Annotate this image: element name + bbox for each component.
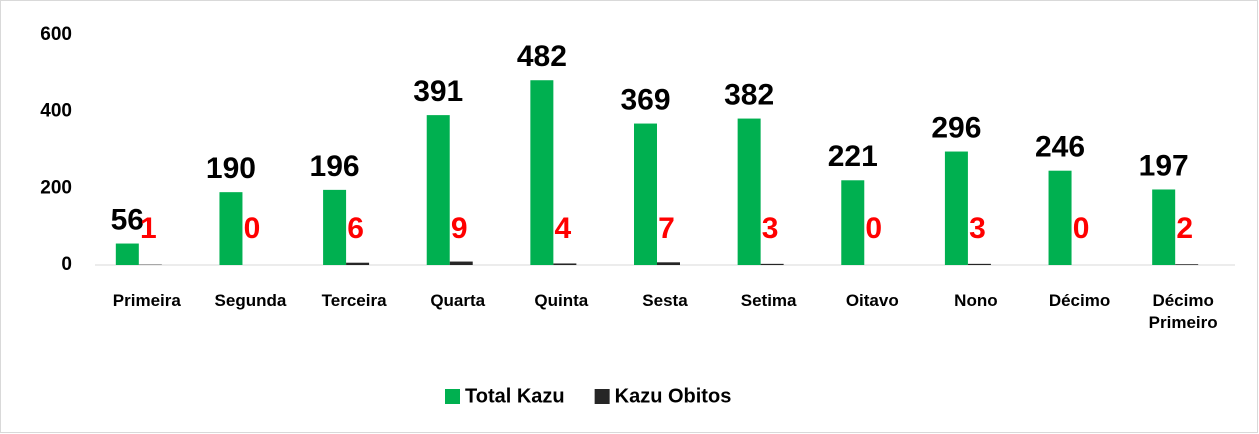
bar bbox=[841, 180, 865, 265]
bar bbox=[657, 262, 680, 265]
bar bbox=[967, 263, 991, 265]
bar bbox=[1048, 170, 1072, 265]
y-tick-label: 200 bbox=[40, 177, 72, 198]
y-tick-label: 400 bbox=[40, 101, 72, 122]
data-label: 3 bbox=[762, 212, 779, 245]
data-label: 2 bbox=[1176, 212, 1193, 245]
legend-label: Kazu Obitos bbox=[615, 385, 732, 407]
y-tick-label: 600 bbox=[40, 24, 72, 45]
bar bbox=[346, 262, 370, 265]
data-label: 9 bbox=[451, 212, 468, 245]
bar bbox=[634, 123, 657, 265]
x-tick-label: Primeira bbox=[112, 291, 181, 310]
bar bbox=[1175, 264, 1199, 265]
bar bbox=[1152, 189, 1176, 265]
x-tick-label: Nono bbox=[954, 291, 998, 310]
bar bbox=[530, 80, 554, 265]
bar bbox=[449, 261, 473, 265]
data-label: 369 bbox=[620, 83, 670, 116]
x-tick-label: Quinta bbox=[534, 291, 589, 310]
bar bbox=[760, 263, 784, 265]
data-label: 7 bbox=[658, 212, 675, 245]
bar bbox=[737, 118, 761, 265]
x-tick-label: Décimo Primeiro bbox=[1148, 291, 1218, 332]
data-label: 56 bbox=[111, 203, 144, 236]
legend-label: Total Kazu bbox=[465, 385, 565, 407]
data-label: 4 bbox=[555, 212, 572, 245]
bar bbox=[426, 115, 450, 265]
legend-swatch bbox=[594, 389, 610, 404]
x-tick-label: Oitavo bbox=[845, 291, 899, 310]
data-label: 482 bbox=[517, 40, 567, 73]
legend-swatch bbox=[445, 389, 460, 404]
data-label: 190 bbox=[206, 152, 256, 185]
data-label: 1 bbox=[140, 212, 157, 245]
data-label: 382 bbox=[724, 78, 774, 111]
bar bbox=[944, 151, 968, 265]
data-label: 296 bbox=[931, 111, 981, 144]
x-tick-label: Terceira bbox=[321, 291, 387, 310]
x-tick-label: Sesta bbox=[642, 291, 688, 310]
data-label: 3 bbox=[969, 212, 986, 245]
data-label: 0 bbox=[1073, 212, 1090, 245]
x-tick-label: Setima bbox=[740, 291, 797, 310]
bar bbox=[115, 243, 139, 265]
x-tick-label: Décimo bbox=[1048, 291, 1111, 310]
x-tick-label: Segunda bbox=[214, 291, 287, 310]
data-label: 0 bbox=[244, 212, 261, 245]
data-label: 196 bbox=[310, 150, 360, 183]
x-tick-label: Quarta bbox=[430, 291, 486, 310]
data-label: 0 bbox=[865, 212, 882, 245]
bar bbox=[323, 189, 347, 265]
data-label: 246 bbox=[1035, 131, 1085, 164]
bar bbox=[553, 263, 577, 265]
bar bbox=[219, 192, 243, 265]
data-label: 221 bbox=[828, 140, 878, 173]
data-label: 391 bbox=[413, 75, 463, 108]
data-label: 197 bbox=[1139, 149, 1189, 182]
data-label: 6 bbox=[347, 212, 364, 245]
y-tick-label: 0 bbox=[61, 254, 72, 275]
